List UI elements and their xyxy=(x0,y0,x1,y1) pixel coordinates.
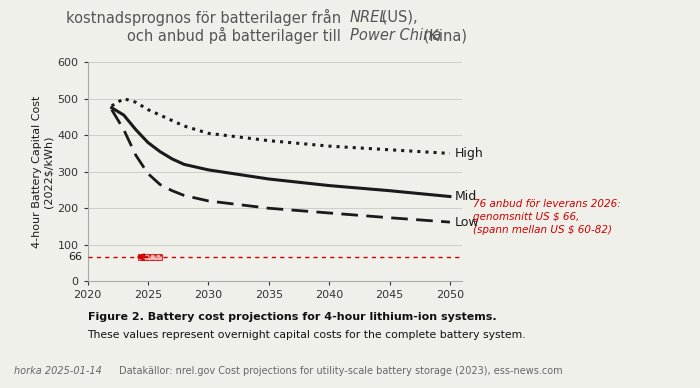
Text: Mid: Mid xyxy=(455,190,477,203)
Text: Figure 2. Battery cost projections for 4-hour lithium-ion systems.: Figure 2. Battery cost projections for 4… xyxy=(88,312,496,322)
Text: Datakällor: nrel.gov Cost projections for utility-scale battery storage (2023), : Datakällor: nrel.gov Cost projections fo… xyxy=(119,365,563,376)
Text: Power China: Power China xyxy=(350,28,442,43)
Text: These values represent overnight capital costs for the complete battery system.: These values represent overnight capital… xyxy=(88,330,526,340)
Text: horka 2025-01-14: horka 2025-01-14 xyxy=(14,365,102,376)
Text: 76 anbud för leverans 2026:
genomsnitt US $ 66,
(spann mellan US $ 60-82): 76 anbud för leverans 2026: genomsnitt U… xyxy=(473,199,620,236)
Bar xyxy=(138,254,162,260)
Text: och anbud på batterilager till: och anbud på batterilager till xyxy=(127,27,350,44)
Text: (Kina): (Kina) xyxy=(419,28,467,43)
Text: Low: Low xyxy=(455,216,480,229)
Text: (US),: (US), xyxy=(377,10,417,25)
Text: kostnadsprognos för batterilager från: kostnadsprognos för batterilager från xyxy=(66,9,350,26)
Y-axis label: 4-hour Battery Capital Cost
(2022$/kWh): 4-hour Battery Capital Cost (2022$/kWh) xyxy=(32,95,53,248)
Text: NREL: NREL xyxy=(350,10,389,25)
Text: 66: 66 xyxy=(69,252,83,262)
Text: High: High xyxy=(455,147,484,160)
